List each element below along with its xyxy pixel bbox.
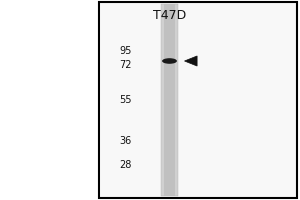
- Polygon shape: [184, 56, 197, 66]
- Text: 55: 55: [119, 95, 132, 105]
- Text: 95: 95: [120, 46, 132, 56]
- Bar: [100, 3, 296, 197]
- Text: 28: 28: [120, 160, 132, 170]
- Ellipse shape: [162, 58, 177, 64]
- Text: 36: 36: [120, 136, 132, 146]
- Text: T47D: T47D: [153, 9, 186, 22]
- Bar: [161, 4, 178, 196]
- Bar: [164, 4, 176, 196]
- Text: 72: 72: [119, 60, 132, 70]
- Bar: [99, 2, 297, 198]
